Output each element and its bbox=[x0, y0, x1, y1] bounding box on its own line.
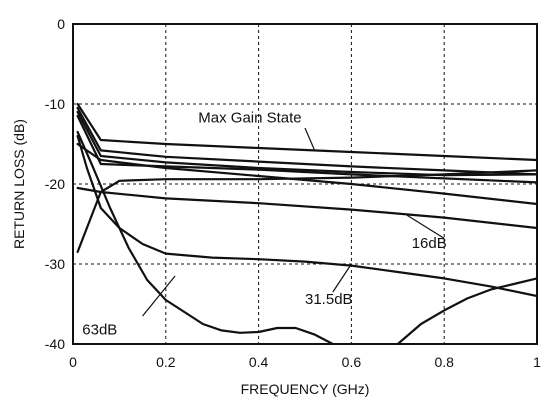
annotation-leader-1 bbox=[305, 128, 314, 150]
y-tick-label: -20 bbox=[45, 176, 65, 192]
annotation-label-3: 31.5dB bbox=[305, 291, 353, 308]
annotation-leader-4 bbox=[143, 276, 175, 316]
y-tick-label: -40 bbox=[45, 336, 65, 352]
x-tick-label: 0.6 bbox=[342, 354, 362, 370]
series-line-2 bbox=[78, 108, 537, 174]
annotation-label-2: 16dB bbox=[412, 235, 447, 252]
x-tick-label: 0.2 bbox=[156, 354, 176, 370]
y-tick-label: -10 bbox=[45, 96, 65, 112]
annotations: Max Gain State 16dB 31.5dB 63dB bbox=[82, 109, 446, 338]
x-tick-label: 0.8 bbox=[434, 354, 454, 370]
series-line-7 bbox=[78, 170, 537, 252]
x-axis-ticks: 0 0.2 0.4 0.6 0.8 1 bbox=[69, 354, 541, 370]
x-tick-label: 1 bbox=[533, 354, 541, 370]
series-line-6 bbox=[78, 188, 537, 228]
x-tick-label: 0.4 bbox=[249, 354, 269, 370]
annotation-leader-3 bbox=[333, 264, 352, 292]
annotation-label-1: Max Gain State bbox=[198, 109, 301, 126]
x-tick-label: 0 bbox=[69, 354, 77, 370]
y-tick-label: -30 bbox=[45, 256, 65, 272]
y-tick-label: 0 bbox=[57, 16, 65, 32]
annotation-leaders bbox=[143, 128, 445, 316]
y-axis-label: RETURN LOSS (dB) bbox=[11, 119, 27, 249]
x-axis-label: FREQUENCY (GHz) bbox=[241, 381, 370, 397]
series-layer bbox=[78, 104, 537, 368]
y-axis-ticks: 0 -10 -20 -30 -40 bbox=[45, 16, 65, 352]
annotation-label-4: 63dB bbox=[82, 321, 117, 338]
